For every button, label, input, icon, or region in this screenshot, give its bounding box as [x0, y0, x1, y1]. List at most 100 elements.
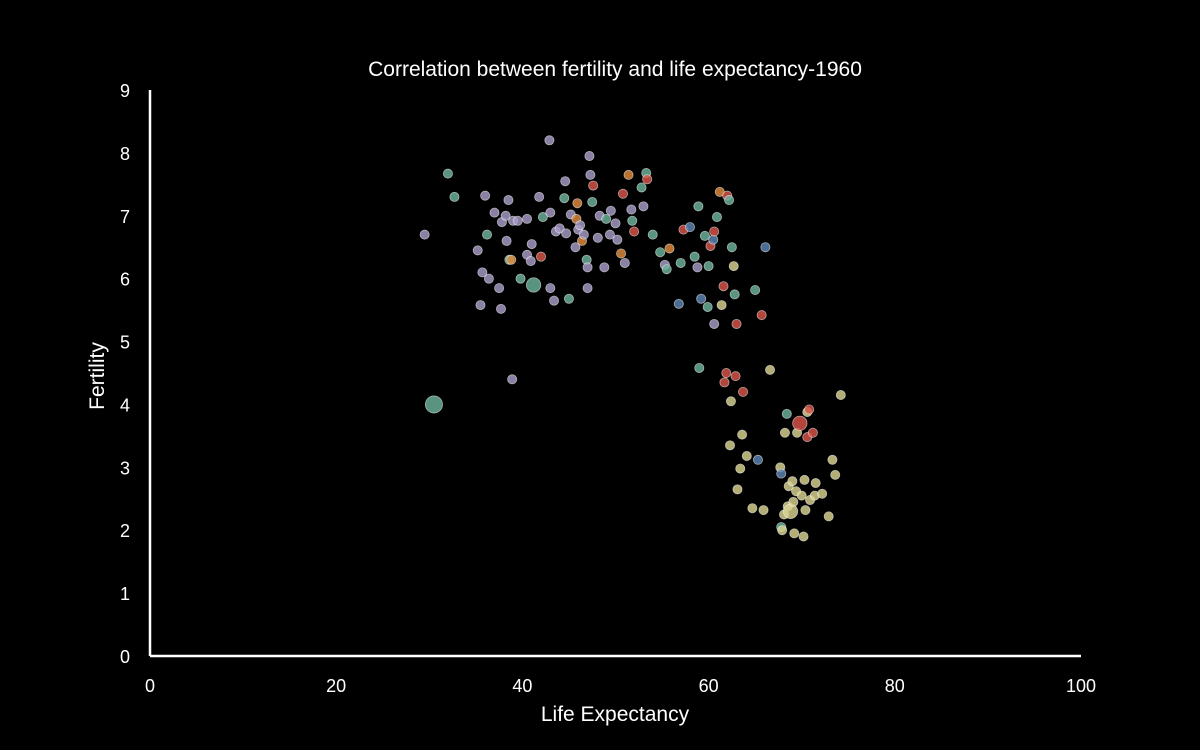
scatter-point: [536, 251, 547, 262]
scatter-point: [689, 251, 700, 262]
scatter-point: [726, 242, 737, 253]
scatter-point: [760, 242, 771, 253]
scatter-point: [489, 207, 500, 218]
scatter-point: [792, 415, 808, 431]
scatter-point: [616, 248, 627, 259]
scatter-point: [827, 454, 838, 465]
scatter-point: [545, 207, 556, 218]
scatter-point: [750, 284, 761, 295]
scatter-point: [693, 201, 704, 212]
scatter-point: [732, 484, 743, 495]
scatter-point: [605, 205, 616, 216]
scatter-point: [747, 503, 758, 514]
scatter-point: [711, 212, 722, 223]
x-tick-label: 20: [326, 676, 346, 696]
scatter-point: [716, 300, 727, 311]
scatter-point: [721, 367, 732, 378]
y-axis-label: Fertility: [86, 342, 109, 410]
scatter-point: [699, 230, 710, 241]
scatter-point: [626, 204, 637, 215]
scatter-point: [584, 151, 595, 162]
scatter-point: [585, 169, 596, 180]
scatter-point: [578, 229, 589, 240]
scatter-point: [554, 223, 565, 234]
scatter-point: [758, 505, 769, 516]
scatter-point: [604, 229, 615, 240]
scatter-point: [675, 257, 686, 268]
scatter-point: [582, 262, 593, 273]
scatter-point: [592, 232, 603, 243]
scatter-point: [810, 478, 821, 489]
scatter-point: [823, 511, 834, 522]
scatter-point: [709, 226, 720, 237]
y-tick-label: 3: [120, 458, 130, 478]
scatter-point: [572, 198, 583, 209]
scatter-point: [612, 234, 623, 245]
scatter-point: [708, 234, 719, 245]
scatter-point: [424, 395, 443, 414]
scatter-point: [544, 135, 555, 146]
y-tick-label: 5: [120, 333, 130, 353]
scatter-point: [798, 531, 809, 542]
scatter-point: [737, 429, 748, 440]
scatter-point: [525, 277, 542, 293]
scatter-point: [534, 191, 545, 202]
scatter-point: [787, 476, 798, 487]
scatter-point: [703, 261, 714, 272]
y-tick-label: 6: [120, 270, 130, 290]
scatter-point: [730, 371, 741, 382]
scatter-point: [684, 222, 695, 233]
scatter-point: [642, 174, 653, 185]
scatter-point: [789, 528, 800, 539]
y-tick-label: 9: [120, 81, 130, 101]
scatter-point: [545, 283, 556, 294]
scatter-point: [627, 215, 638, 226]
scatter-point: [756, 310, 767, 321]
scatter-point: [503, 195, 514, 206]
scatter-point: [507, 374, 518, 385]
scatter-point: [661, 264, 672, 275]
chart-title: Correlation between fertility and life e…: [368, 58, 862, 81]
scatter-point: [830, 469, 841, 480]
scatter-point: [752, 454, 763, 465]
scatter-point: [702, 301, 713, 312]
y-tick-label: 0: [120, 647, 130, 667]
scatter-point: [610, 218, 621, 229]
x-tick-label: 80: [885, 676, 905, 696]
scatter-point: [729, 289, 740, 300]
scatter-point: [515, 273, 526, 284]
x-axis-ticks: 0 20 40 60 80 100: [145, 676, 1096, 696]
scatter-point: [442, 168, 453, 179]
scatter-point: [588, 180, 599, 191]
scatter-point: [799, 474, 810, 485]
scatter-point: [472, 245, 483, 256]
scatter-point: [537, 212, 548, 223]
scatter-point: [741, 451, 752, 462]
scatter-point: [788, 496, 799, 507]
scatter-point: [475, 300, 486, 311]
scatter-point: [692, 262, 703, 273]
scatter-point: [725, 396, 736, 407]
x-tick-label: 60: [699, 676, 719, 696]
scatter-point: [731, 318, 742, 329]
scatter-point: [477, 267, 488, 278]
x-tick-label: 40: [512, 676, 532, 696]
scatter-point: [482, 229, 493, 240]
scatter-point: [501, 235, 512, 246]
scatter-point: [725, 440, 736, 451]
scatter-point: [800, 505, 811, 516]
scatter-point: [483, 273, 494, 284]
scatter-point: [629, 226, 640, 237]
y-tick-label: 1: [120, 584, 130, 604]
scatter-point: [636, 182, 647, 193]
scatter-point: [777, 525, 788, 536]
scatter-point: [526, 239, 537, 250]
scatter-point: [587, 196, 598, 207]
scatter-point: [563, 293, 574, 304]
scatter-point: [623, 169, 634, 180]
scatter-point: [617, 188, 628, 199]
scatter-point: [735, 463, 746, 474]
scatter-point: [718, 281, 729, 292]
scatter-point: [638, 201, 649, 212]
scatter-point: [549, 295, 560, 306]
